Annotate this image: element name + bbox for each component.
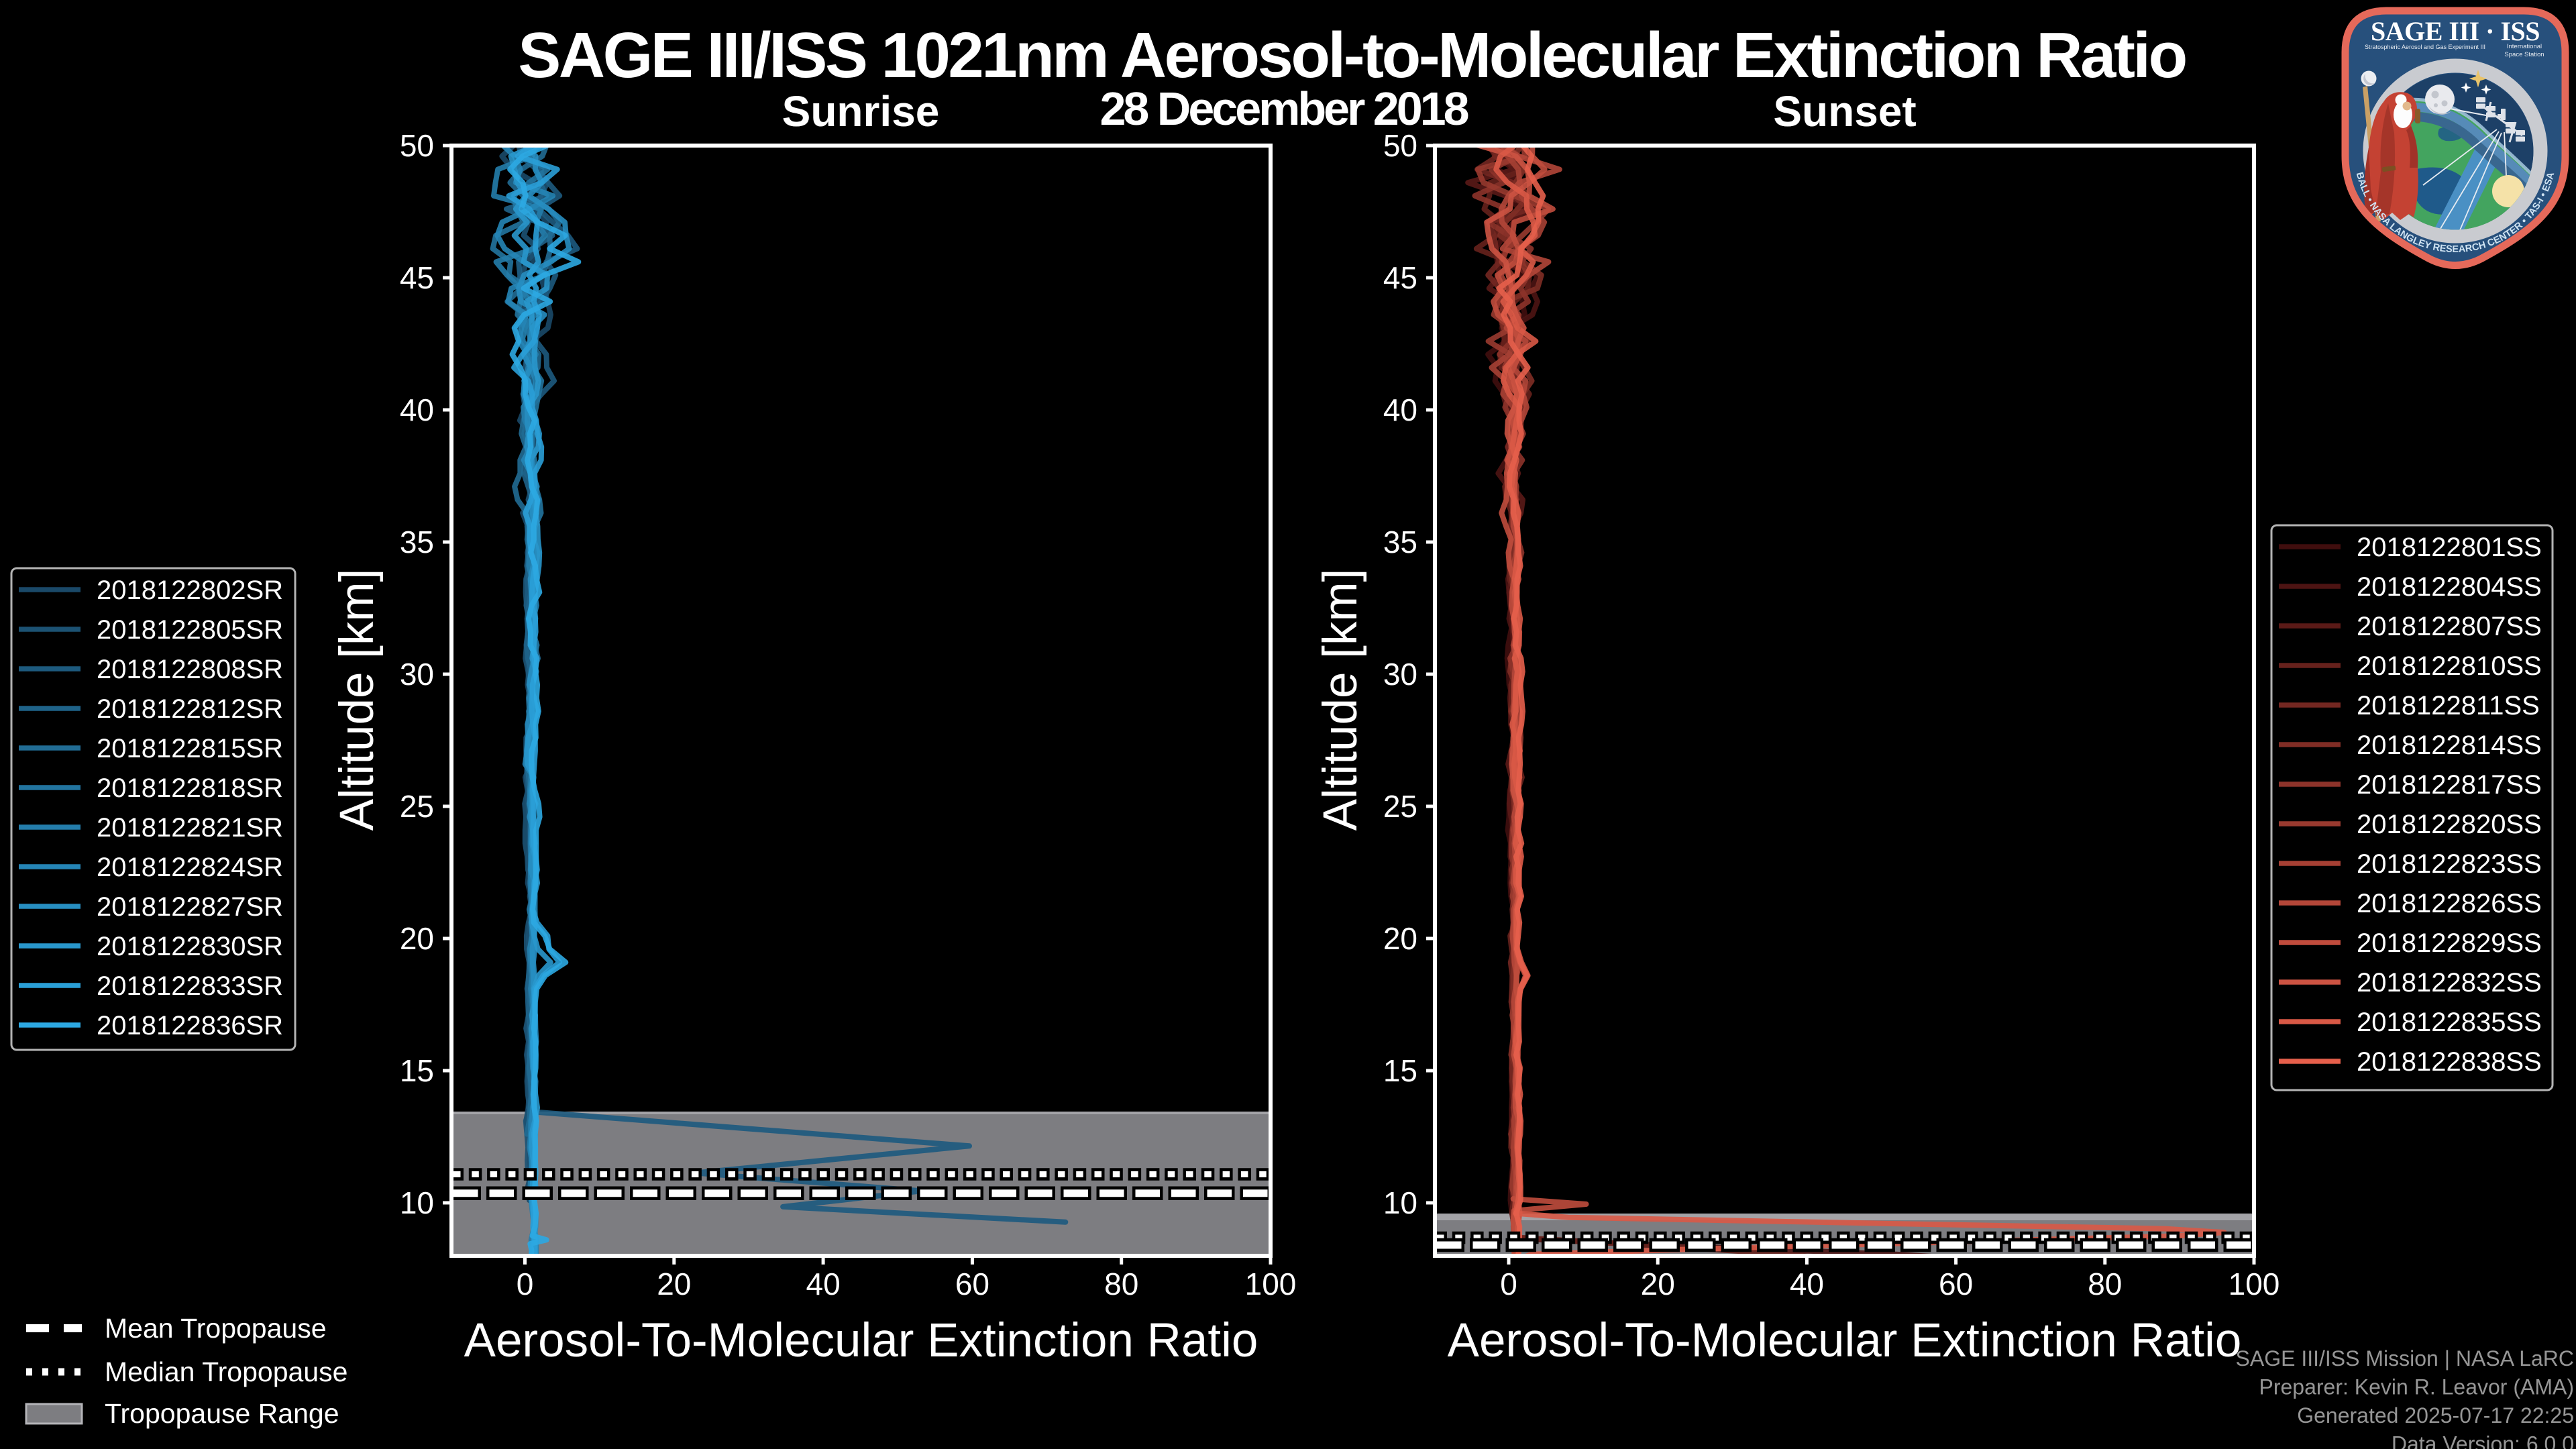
- svg-text:2018122824SR: 2018122824SR: [97, 853, 283, 882]
- svg-text:SAGE III/ISS Mission | NASA La: SAGE III/ISS Mission | NASA LaRC: [2236, 1346, 2574, 1371]
- svg-text:100: 100: [1245, 1267, 1297, 1301]
- svg-text:25: 25: [400, 789, 434, 824]
- svg-text:10: 10: [400, 1185, 434, 1220]
- svg-text:60: 60: [1939, 1267, 1973, 1301]
- svg-text:40: 40: [806, 1267, 841, 1301]
- svg-text:2018122836SR: 2018122836SR: [97, 1011, 283, 1040]
- svg-text:Generated 2025-07-17 22:25: Generated 2025-07-17 22:25: [2297, 1403, 2574, 1428]
- svg-text:60: 60: [955, 1267, 989, 1301]
- svg-text:Altitude [km]: Altitude [km]: [331, 569, 384, 831]
- svg-text:2018122805SR: 2018122805SR: [97, 615, 283, 645]
- svg-text:Tropopause Range: Tropopause Range: [105, 1398, 339, 1429]
- svg-text:25: 25: [1383, 789, 1417, 824]
- svg-text:2018122804SS: 2018122804SS: [2357, 572, 2542, 602]
- svg-text:2018122826SS: 2018122826SS: [2357, 889, 2542, 918]
- svg-text:Altitude [km]: Altitude [km]: [1314, 569, 1367, 831]
- svg-text:2018122827SR: 2018122827SR: [97, 892, 283, 922]
- svg-text:Stratospheric Aerosol and Gas: Stratospheric Aerosol and Gas Experiment…: [2365, 44, 2485, 50]
- svg-text:Data Version: 6.0.0: Data Version: 6.0.0: [2392, 1432, 2574, 1449]
- svg-text:45: 45: [1383, 260, 1417, 295]
- svg-text:45: 45: [400, 260, 434, 295]
- svg-text:28 December 2018: 28 December 2018: [1100, 83, 1468, 135]
- svg-text:Aerosol-To-Molecular Extinctio: Aerosol-To-Molecular Extinction Ratio: [464, 1314, 1258, 1367]
- svg-text:Aerosol-To-Molecular Extinctio: Aerosol-To-Molecular Extinction Ratio: [1448, 1314, 2242, 1367]
- svg-text:80: 80: [2088, 1267, 2122, 1301]
- svg-text:20: 20: [1641, 1267, 1675, 1301]
- svg-text:40: 40: [1790, 1267, 1824, 1301]
- svg-text:Space Station: Space Station: [2504, 51, 2544, 58]
- svg-text:20: 20: [1383, 921, 1417, 956]
- svg-text:2018122823SS: 2018122823SS: [2357, 849, 2542, 879]
- svg-text:Median Tropopause: Median Tropopause: [105, 1356, 347, 1387]
- svg-text:0: 0: [517, 1267, 534, 1301]
- svg-text:2018122801SS: 2018122801SS: [2357, 533, 2542, 562]
- svg-text:2018122835SS: 2018122835SS: [2357, 1008, 2542, 1037]
- svg-text:Sunset: Sunset: [1773, 87, 1916, 136]
- svg-text:2018122817SS: 2018122817SS: [2357, 770, 2542, 800]
- svg-text:20: 20: [657, 1267, 691, 1301]
- svg-text:15: 15: [400, 1053, 434, 1088]
- svg-text:Sunrise: Sunrise: [782, 87, 940, 136]
- svg-text:2018122820SS: 2018122820SS: [2357, 810, 2542, 839]
- svg-text:80: 80: [1104, 1267, 1138, 1301]
- svg-text:2018122829SS: 2018122829SS: [2357, 928, 2542, 958]
- svg-text:2018122832SS: 2018122832SS: [2357, 968, 2542, 998]
- svg-text:50: 50: [400, 128, 434, 163]
- svg-text:2018122807SS: 2018122807SS: [2357, 612, 2542, 641]
- svg-text:2018122821SR: 2018122821SR: [97, 813, 283, 843]
- svg-text:35: 35: [1383, 525, 1417, 559]
- svg-text:0: 0: [1500, 1267, 1517, 1301]
- svg-text:Mean Tropopause: Mean Tropopause: [105, 1313, 327, 1344]
- svg-text:100: 100: [2229, 1267, 2280, 1301]
- svg-text:2018122810SS: 2018122810SS: [2357, 651, 2542, 681]
- svg-text:International: International: [2507, 43, 2542, 50]
- svg-text:Preparer: Kevin R. Leavor (AMA: Preparer: Kevin R. Leavor (AMA): [2259, 1375, 2575, 1399]
- svg-text:SAGE III · ISS: SAGE III · ISS: [2371, 16, 2540, 46]
- svg-text:2018122833SR: 2018122833SR: [97, 971, 283, 1001]
- svg-text:2018122830SR: 2018122830SR: [97, 932, 283, 961]
- svg-text:35: 35: [400, 525, 434, 559]
- svg-text:15: 15: [1383, 1053, 1417, 1088]
- svg-text:2018122802SR: 2018122802SR: [97, 576, 283, 605]
- svg-text:40: 40: [1383, 392, 1417, 427]
- svg-text:30: 30: [400, 657, 434, 692]
- svg-text:2018122812SR: 2018122812SR: [97, 694, 283, 724]
- svg-text:50: 50: [1383, 128, 1417, 163]
- svg-text:2018122811SS: 2018122811SS: [2357, 691, 2540, 720]
- svg-text:40: 40: [400, 392, 434, 427]
- svg-text:2018122818SR: 2018122818SR: [97, 773, 283, 803]
- svg-text:30: 30: [1383, 657, 1417, 692]
- svg-text:2018122838SS: 2018122838SS: [2357, 1047, 2542, 1077]
- svg-text:2018122814SS: 2018122814SS: [2357, 731, 2542, 760]
- svg-text:10: 10: [1383, 1185, 1417, 1220]
- svg-text:20: 20: [400, 921, 434, 956]
- svg-text:SAGE III/ISS 1021nm Aerosol-to: SAGE III/ISS 1021nm Aerosol-to-Molecular…: [518, 19, 2185, 91]
- svg-text:2018122815SR: 2018122815SR: [97, 734, 283, 763]
- svg-text:2018122808SR: 2018122808SR: [97, 655, 283, 684]
